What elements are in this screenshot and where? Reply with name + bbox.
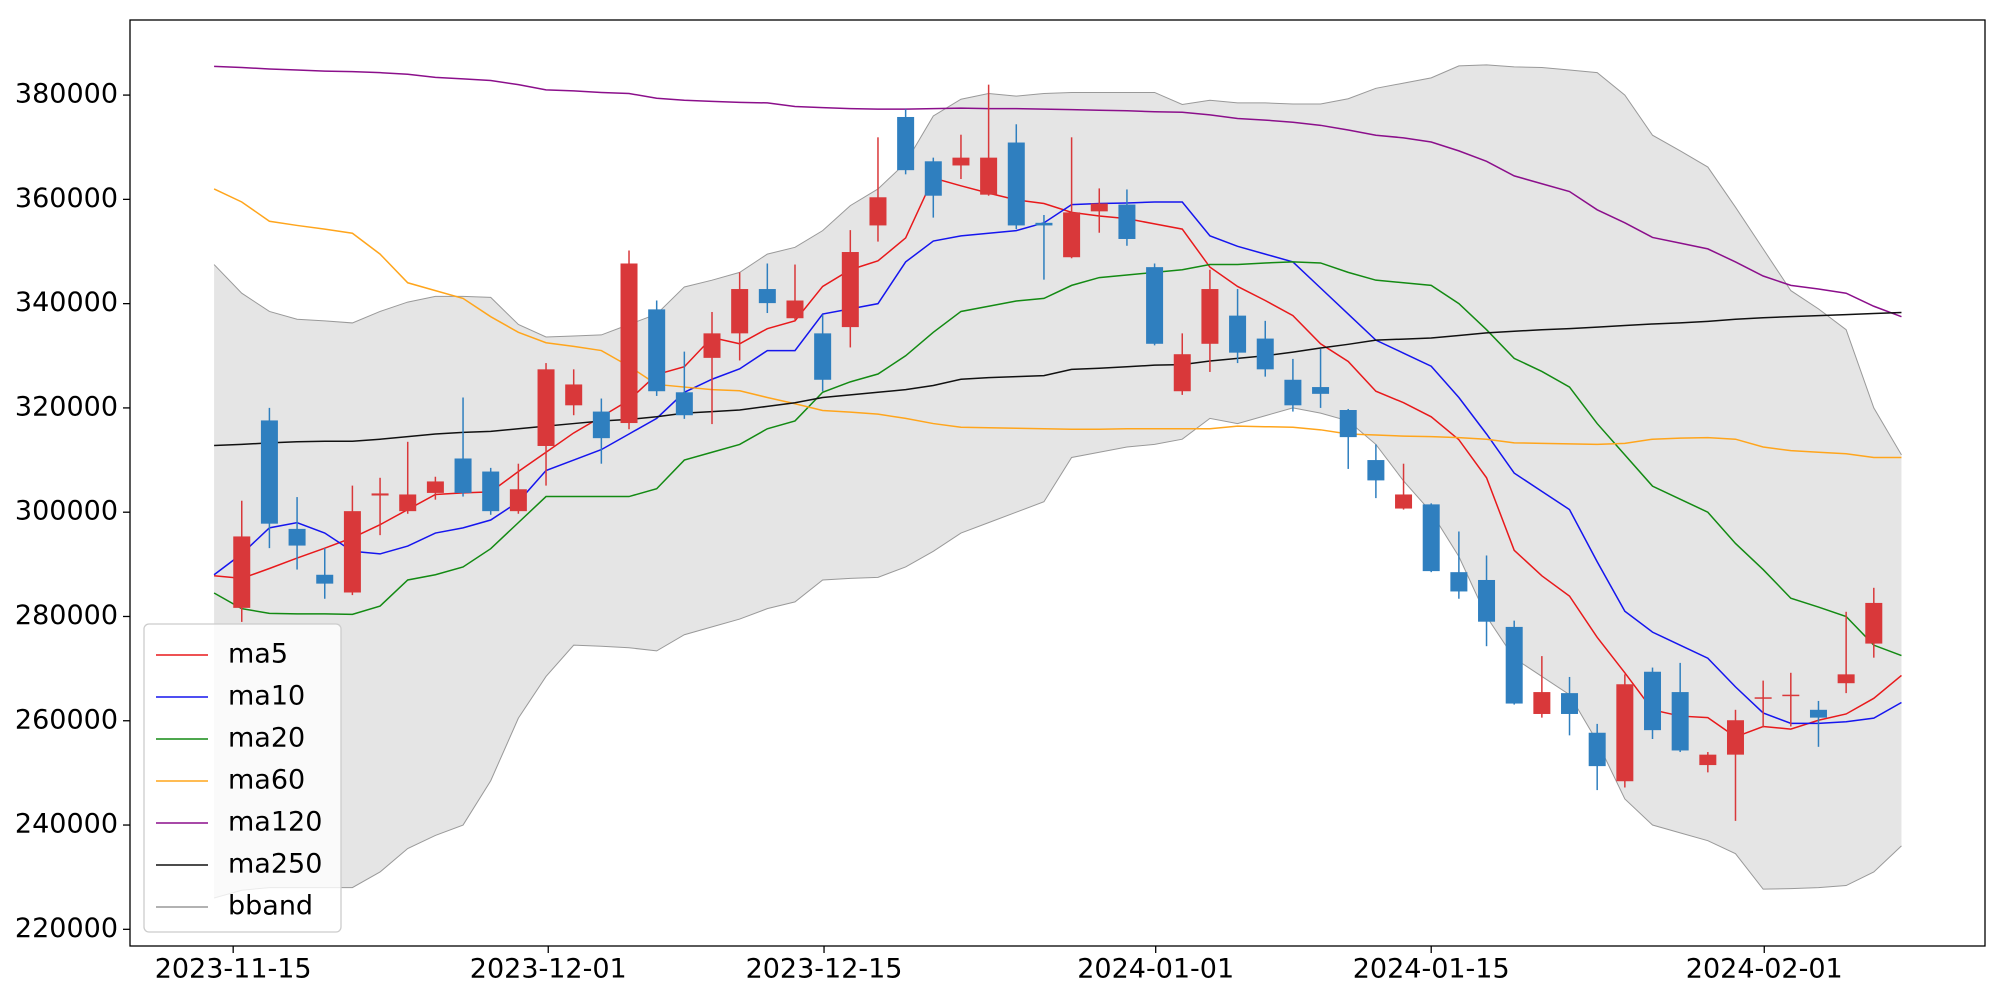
candle-body (1726, 720, 1744, 755)
y-tick-label: 340000 (15, 287, 118, 318)
bband-fill (214, 64, 1902, 899)
legend-label: ma5 (228, 639, 288, 670)
y-tick-label: 280000 (15, 600, 118, 631)
candle-body (537, 369, 555, 446)
legend: ma5 ma10 ma20 ma60 ma120 ma250 bband (143, 623, 342, 933)
plot-frame (129, 19, 1986, 947)
candle-body (399, 494, 417, 512)
candle-body (1754, 697, 1772, 699)
candle-body (1450, 572, 1468, 592)
candle-body (1090, 203, 1108, 212)
ma-line (213, 201, 1902, 725)
y-tick-label: 380000 (15, 79, 118, 110)
candle-body (1588, 732, 1606, 767)
legend-label: ma250 (228, 849, 322, 880)
candle-body (509, 489, 527, 512)
candle-body (1422, 504, 1440, 572)
candle-body (1229, 315, 1247, 353)
candle-body (1671, 692, 1689, 751)
ma-line (214, 311, 1902, 447)
candle-body (841, 252, 859, 328)
candle-body (1284, 379, 1302, 406)
candle-body (260, 420, 278, 524)
candle-body (1478, 579, 1496, 622)
candle-body (1505, 626, 1523, 704)
candle-body (1201, 289, 1219, 344)
candle-body (1809, 709, 1827, 718)
candle-body (703, 333, 721, 358)
legend-label: ma120 (228, 807, 322, 838)
candle-body (980, 157, 998, 195)
y-tick-label: 240000 (15, 809, 118, 840)
candle-body (1312, 387, 1330, 394)
candle-body (924, 161, 942, 196)
x-tick-label: 2024-01-01 (1077, 954, 1234, 985)
candle-body (1007, 142, 1025, 226)
candle-body (482, 471, 500, 512)
ma-line (213, 261, 1902, 657)
candle-body (1339, 410, 1357, 438)
candle-body (620, 263, 638, 424)
candle-body (1616, 684, 1634, 782)
candle-body (731, 289, 749, 334)
candle-body (786, 300, 804, 319)
legend-box (143, 623, 342, 933)
bband-edge (213, 407, 1902, 899)
candle-body (233, 536, 251, 608)
candle-body (1118, 204, 1136, 239)
candle-body (592, 411, 610, 439)
y-tick-label: 260000 (15, 704, 118, 735)
y-tick-label: 320000 (15, 391, 118, 422)
candle-body (897, 116, 915, 171)
legend-label: bband (228, 891, 313, 922)
candle-body (1533, 692, 1551, 714)
x-tick-label: 2023-12-01 (470, 954, 627, 985)
candle-body (1699, 754, 1717, 766)
candle-body (1063, 212, 1081, 258)
x-tick-label: 2024-01-15 (1353, 954, 1510, 985)
bband-edge (213, 64, 1902, 456)
candle-body (343, 511, 361, 593)
ma-line (213, 188, 1902, 459)
candle-body (1146, 267, 1164, 344)
candle-body (869, 197, 887, 226)
x-tick-label: 2024-02-01 (1686, 954, 1843, 985)
candle-body (426, 481, 444, 493)
candle-body (1035, 222, 1053, 226)
candle-body (1837, 674, 1855, 684)
candle-body (814, 333, 832, 380)
candle-body (288, 528, 306, 546)
candle-body (1561, 693, 1579, 714)
candle-body (316, 574, 334, 584)
candle-body (758, 289, 776, 304)
legend-label: ma10 (228, 681, 305, 712)
candle-body (565, 384, 583, 406)
candle-body (952, 157, 970, 166)
legend-label: ma60 (228, 765, 305, 796)
y-tick-label: 300000 (15, 496, 118, 527)
y-tick-label: 360000 (15, 183, 118, 214)
candle-body (1173, 354, 1191, 392)
candle-body (1256, 338, 1274, 370)
candle-body (1782, 694, 1800, 697)
candle-body (675, 392, 693, 416)
x-tick-label: 2023-12-15 (746, 954, 903, 985)
y-tick-label: 220000 (15, 913, 118, 944)
candle-body (1367, 460, 1385, 481)
candle-body (1865, 602, 1883, 644)
candle-body (648, 309, 666, 392)
candle-body (1644, 671, 1662, 731)
x-tick-label: 2023-11-15 (155, 954, 312, 985)
candle-body (1395, 494, 1413, 509)
candle-body (371, 493, 389, 496)
candle-body (454, 458, 472, 493)
ma-line (214, 65, 1902, 318)
legend-label: ma20 (228, 723, 305, 754)
